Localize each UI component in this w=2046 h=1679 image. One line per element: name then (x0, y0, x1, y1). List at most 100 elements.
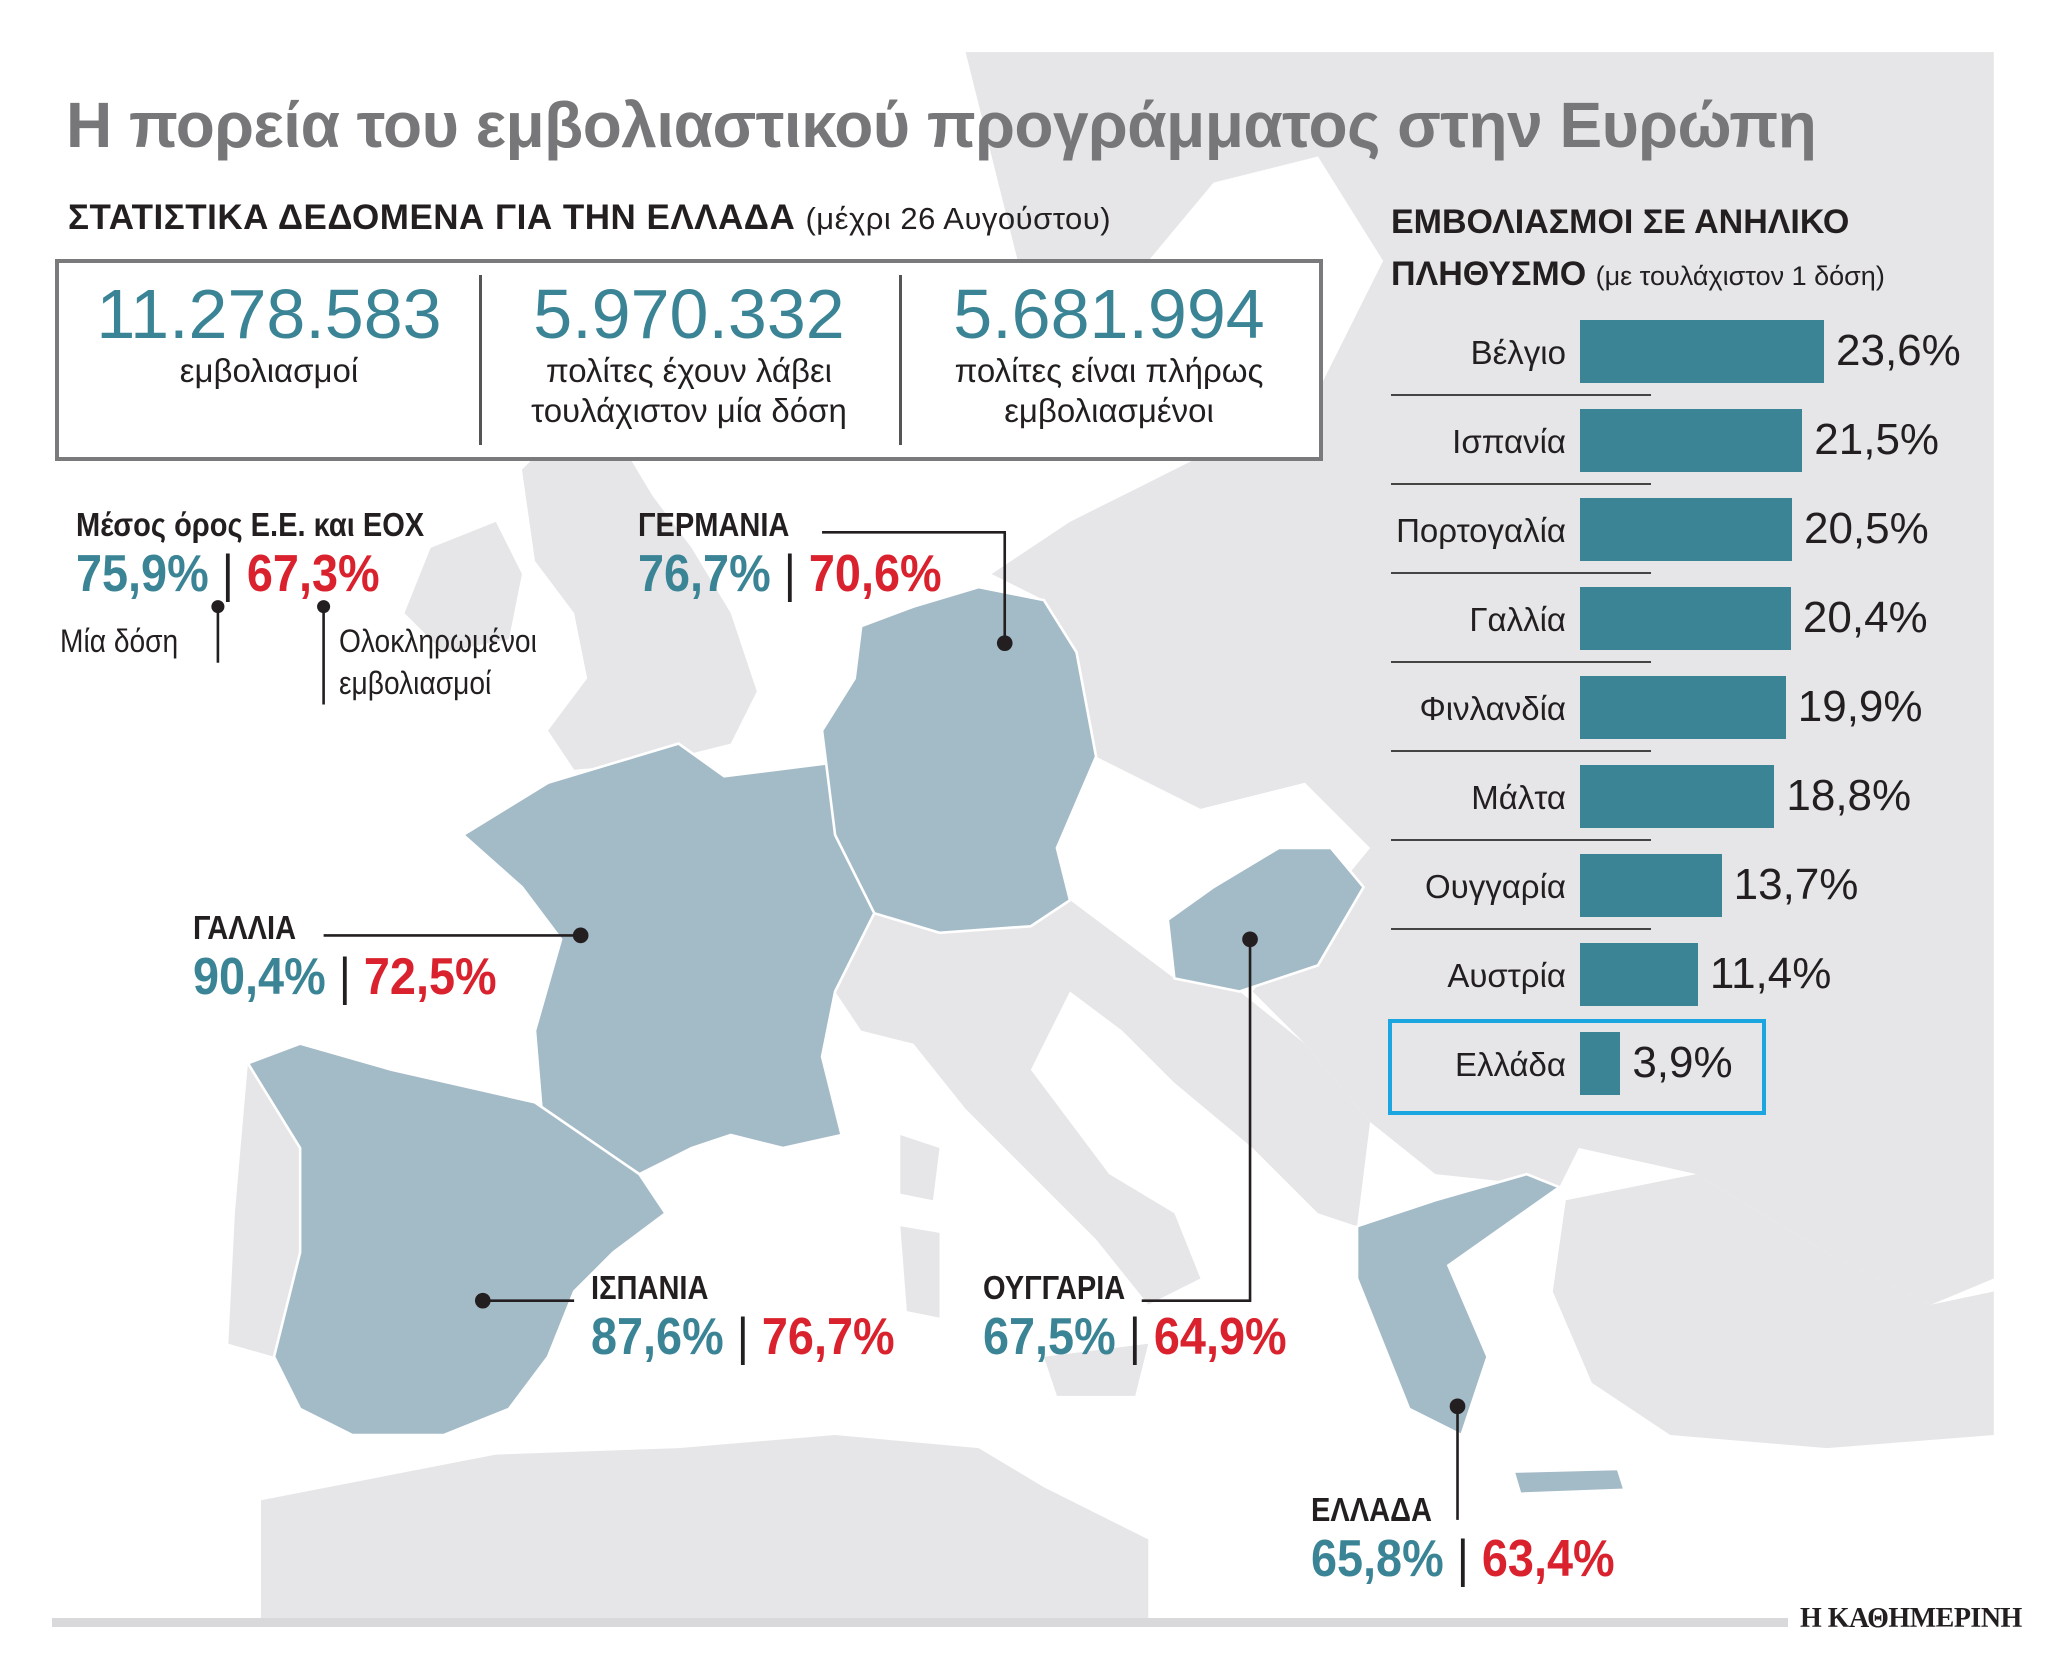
leader-lines (216, 530, 1459, 1520)
map-label-name: ΙΣΠΑΝΙΑ (591, 1269, 709, 1306)
footer-rule (52, 1618, 1788, 1627)
greece-shape (1355, 1172, 1563, 1437)
hungary-shape (1166, 846, 1366, 993)
bar-category-label: Ουγγαρία (1425, 868, 1566, 905)
bar-category-label: Αυστρία (1447, 957, 1566, 994)
bar-row: Ελλάδα 3,9% (1380, 1030, 2020, 1119)
row-divider (1391, 661, 1651, 663)
legend-one-dose: Μία δόση (60, 623, 179, 659)
france-shape (461, 742, 876, 1176)
map-label-values: 65,8% | 63,4% (1311, 1529, 1615, 1589)
row-divider (1391, 839, 1651, 841)
one-dose-value: 65,8% (1311, 1530, 1444, 1588)
separator: | (736, 1308, 749, 1366)
bar-category-label: Ισπανία (1452, 423, 1566, 460)
bar-row: Γαλλία 20,4% (1380, 585, 2020, 674)
heading-text: ΣΤΑΤΙΣΤΙΚΑ ΔΕΔΟΜΕΝΑ ΓΙΑ ΤΗΝ ΕΛΛΑΔΑ (68, 198, 796, 237)
one-dose-value: 67,5% (983, 1308, 1116, 1366)
bar-chart: Βέλγιο 23,6% Ισπανία 21,5% Πορτογαλία 20,5% Γα… (1380, 318, 2020, 1119)
stat-label: πολίτες είναι πλήρως (954, 352, 1264, 389)
one-dose-value: 75,9% (76, 545, 209, 603)
bar-value-label: 21,5% (1814, 415, 1940, 464)
bar-category-label: Μάλτα (1471, 779, 1566, 816)
bar-value-label: 11,4% (1709, 949, 1832, 998)
kathimerini-logo: Η ΚΑΘΗΜΕΡΙΝΗ (1800, 1603, 2022, 1634)
separator: | (1456, 1530, 1469, 1588)
separator: | (1128, 1308, 1141, 1366)
complete-value: 67,3% (246, 545, 380, 603)
greece-highlight-box (1388, 1019, 1766, 1115)
crete-shape (1511, 1467, 1627, 1496)
stat-total-vaccinations: 11.278.583 εμβολιασμοί (59, 263, 479, 457)
bar-category-label: Φινλανδία (1419, 690, 1566, 727)
bar-row: Πορτογαλία 20,5% (1380, 496, 2020, 585)
bar (1580, 587, 1791, 650)
stat-label: εμβολιασμένοι (1004, 392, 1214, 429)
one-dose-value: 87,6% (591, 1308, 724, 1366)
legend-complete-1: Ολοκληρωμένοι (339, 623, 537, 659)
one-dose-value: 90,4% (193, 948, 326, 1006)
bar-value-label: 20,5% (1803, 504, 1929, 553)
stat-value: 5.970.332 (533, 275, 845, 353)
bar-row: Βέλγιο 23,6% (1380, 318, 2020, 407)
bar (1580, 1032, 1621, 1095)
complete-value: 76,7% (761, 1308, 895, 1366)
map-label-name: ΓΑΛΛΙΑ (193, 909, 297, 946)
complete-value: 64,9% (1153, 1308, 1287, 1366)
map-label-values: 67,5% | 64,9% (983, 1307, 1287, 1367)
bar (1580, 943, 1698, 1006)
bar-category-label: Ελλάδα (1454, 1046, 1566, 1083)
bar-chart-title: ΕΜΒΟΛΙΑΣΜΟΙ ΣΕ ΑΝΗΛΙΚΟ ΠΛΗΘΥΣΜΟ (με τουλ… (1391, 196, 1885, 302)
map-label-values: 76,7% | 70,6% (638, 544, 942, 604)
stat-label: πολίτες έχουν λάβει (546, 352, 832, 389)
bar-row: Αυστρία 11,4% (1380, 941, 2020, 1030)
row-divider (1391, 572, 1651, 574)
bar (1580, 676, 1786, 739)
bar (1580, 498, 1792, 561)
stat-label: εμβολιασμοί (179, 352, 359, 389)
bar (1580, 765, 1775, 828)
bar-value-label: 19,9% (1797, 682, 1923, 731)
bar (1580, 854, 1722, 917)
row-divider (1391, 928, 1651, 930)
page-title: Η πορεία του εμβολιαστικού προγράμματος … (66, 89, 1817, 161)
bar-category-label: Βέλγιο (1470, 334, 1566, 371)
bar-value-label: 18,8% (1786, 771, 1912, 820)
bar-category-label: Γαλλία (1469, 601, 1566, 638)
chart-subtitle: (με τουλάχιστον 1 δόση) (1595, 261, 1885, 291)
stat-fully-vaccinated: 5.681.994 πολίτες είναι πλήρως εμβολιασμ… (899, 263, 1319, 457)
row-divider (1391, 483, 1651, 485)
heading-note: (μέχρι 26 Αυγούστου) (805, 201, 1112, 236)
bar-value-label: 13,7% (1733, 860, 1859, 909)
spain-shape (245, 1042, 668, 1437)
stat-one-dose: 5.970.332 πολίτες έχουν λάβει τουλάχιστο… (479, 263, 899, 457)
row-divider (1391, 750, 1651, 752)
separator: | (221, 545, 234, 603)
bar (1580, 409, 1803, 472)
map-label-name: ΕΛΛΑΔΑ (1311, 1491, 1432, 1528)
map-label-values: 75,9% | 67,3% (76, 544, 380, 604)
map-label-name: ΓΕΡΜΑΝΙΑ (638, 506, 790, 543)
legend-complete-2: εμβολιασμοί (339, 665, 492, 701)
greece-stats-heading: ΣΤΑΤΙΣΤΙΚΑ ΔΕΔΟΜΕΝΑ ΓΙΑ ΤΗΝ ΕΛΛΑΔΑ (μέχρ… (68, 198, 1111, 238)
bar-row: Ισπανία 21,5% (1380, 407, 2020, 496)
location-dots (211, 600, 1466, 1415)
bar-value-label: 3,9% (1632, 1038, 1733, 1087)
bar-category-label: Πορτογαλία (1396, 512, 1566, 549)
germany-shape (820, 585, 1098, 935)
chart-title-line: ΕΜΒΟΛΙΑΣΜΟΙ ΣΕ ΑΝΗΛΙΚΟ (1391, 203, 1850, 241)
row-divider (1391, 394, 1651, 396)
bar-value-label: 23,6% (1836, 326, 1961, 375)
map-label-name: Μέσος όρος Ε.Ε. και ΕΟΧ (76, 506, 425, 543)
bar-row: Μάλτα 18,8% (1380, 763, 2020, 852)
complete-value: 72,5% (363, 948, 497, 1006)
complete-value: 70,6% (808, 545, 942, 603)
map-label-values: 87,6% | 76,7% (591, 1307, 895, 1367)
highlighted-countries (245, 585, 1627, 1496)
bar-row: Φινλανδία 19,9% (1380, 674, 2020, 763)
map-label-values: 90,4% | 72,5% (193, 947, 497, 1007)
map-label-name: ΟΥΓΓΑΡΙΑ (983, 1269, 1126, 1306)
stat-value: 11.278.583 (96, 275, 442, 353)
one-dose-value: 76,7% (638, 545, 771, 603)
bar (1580, 320, 1825, 383)
